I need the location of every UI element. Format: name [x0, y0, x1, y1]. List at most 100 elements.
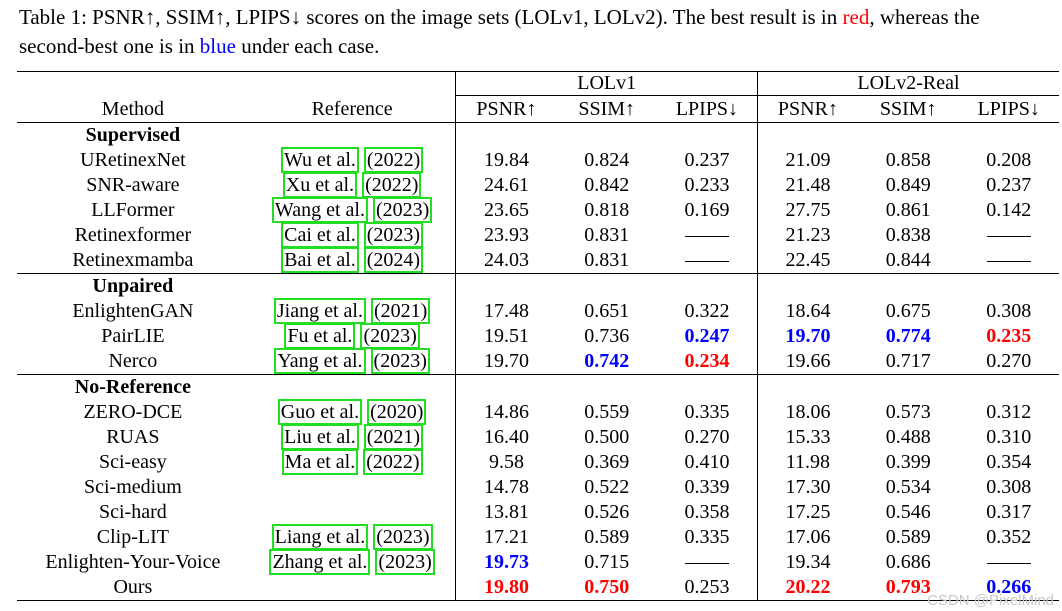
score-cell: 19.84: [456, 148, 557, 173]
score-value: 18.64: [785, 300, 831, 322]
score-cell: 23.93: [456, 223, 557, 248]
score-value: 0.312: [986, 401, 1032, 423]
reference-year[interactable]: (2023): [363, 222, 424, 248]
score-cell: 0.736: [556, 324, 657, 349]
method-cell: URetinexNet: [80, 149, 186, 171]
score-value: 17.25: [785, 501, 831, 523]
score-value: 0.488: [885, 426, 931, 448]
reference-year[interactable]: (2021): [363, 424, 424, 450]
caption-text-mid: , whereas the second-best one is in: [19, 5, 980, 58]
method-cell: ZERO-DCE: [83, 401, 183, 423]
reference-author[interactable]: Xu et al.: [282, 172, 358, 198]
score-value: 0.522: [584, 476, 630, 498]
reference-author[interactable]: Bai et al.: [281, 247, 359, 273]
score-value: 21.09: [785, 149, 831, 171]
reference-author[interactable]: Wu et al.: [280, 147, 359, 173]
score-value: 0.858: [885, 149, 931, 171]
reference-cell: Wang et al. (2023): [248, 197, 457, 223]
score-cell: 0.861: [858, 198, 959, 223]
reference-year[interactable]: (2020): [367, 399, 427, 425]
score-cell: 20.22: [757, 575, 858, 601]
score-cell: 0.793: [857, 575, 959, 601]
header-metric: LPIPS↓: [977, 98, 1040, 120]
reference-cell: Cai et al. (2023): [248, 222, 457, 248]
reference-cell: Wu et al. (2022): [248, 147, 457, 173]
score-cell: 0.559: [556, 400, 657, 425]
method-cell: Sci-medium: [84, 476, 182, 498]
table-row: Sci-easy Ma et al. (2022) 9.58 0.369 0.410 11…: [17, 449, 1059, 475]
score-cell: 19.51: [456, 324, 557, 349]
reference-year[interactable]: (2022): [362, 172, 422, 198]
score-value: 0.308: [986, 300, 1032, 322]
score-cell: 24.61: [456, 173, 557, 198]
reference-author[interactable]: Liang et al.: [271, 524, 369, 550]
score-cell: 0.234: [656, 349, 758, 375]
score-cell: 0.589: [858, 525, 959, 550]
score-value: 0.142: [986, 199, 1032, 221]
reference-year[interactable]: (2022): [363, 449, 423, 475]
score-value: 0.849: [885, 174, 931, 196]
header-lolv2-real: LOLv2-Real: [757, 71, 1059, 96]
caption-blue-word: blue: [199, 34, 236, 58]
reference-author[interactable]: Zhang et al.: [269, 549, 371, 575]
reference-author[interactable]: Ma et al.: [281, 449, 359, 475]
reference-year[interactable]: (2022): [363, 147, 424, 173]
score-value: 27.75: [785, 199, 831, 221]
score-cell: 0.317: [958, 500, 1059, 525]
reference-year[interactable]: (2023): [373, 524, 433, 550]
score-value: 16.40: [483, 426, 529, 448]
score-value: 24.61: [483, 174, 529, 196]
score-cell: 0.358: [656, 500, 758, 525]
missing-value-dash: [684, 562, 729, 564]
table-row: EnlightenGAN Jiang et al. (2021) 17.48 0.65…: [17, 298, 1059, 324]
table-row: URetinexNet Wu et al. (2022) 19.84 0.824 0.2…: [17, 147, 1059, 173]
method-cell: EnlightenGAN: [72, 300, 194, 322]
reference-cell: Fu et al. (2023): [248, 323, 457, 349]
reference-cell: [248, 475, 457, 500]
score-cell: 19.73: [456, 550, 557, 575]
reference-cell: Ma et al. (2022): [248, 449, 457, 475]
method-cell: Enlighten-Your-Voice: [45, 551, 221, 573]
reference-author[interactable]: Jiang et al.: [273, 298, 366, 324]
score-value: 0.354: [986, 451, 1032, 473]
score-value: 0.310: [986, 426, 1032, 448]
reference-year[interactable]: (2024): [363, 247, 424, 273]
score-cell: 0.849: [858, 173, 959, 198]
reference-cell: Guo et al. (2020): [248, 399, 457, 425]
score-value: 0.308: [986, 476, 1032, 498]
header-reference: Reference: [248, 95, 457, 123]
reference-author[interactable]: Cai et al.: [281, 222, 359, 248]
reference-year[interactable]: (2023): [370, 348, 430, 374]
reference-year[interactable]: (2021): [370, 298, 431, 324]
score-value: 0.675: [885, 300, 931, 322]
reference-author[interactable]: Wang et al.: [271, 197, 368, 223]
group-header-row: Supervised: [17, 122, 1059, 148]
score-value: 0.253: [684, 576, 730, 598]
group-label: Supervised: [17, 122, 249, 148]
score-value: 0.322: [684, 300, 730, 322]
score-value: 0.237: [986, 174, 1032, 196]
score-value: 0.559: [584, 401, 630, 423]
reference-year[interactable]: (2023): [360, 323, 420, 349]
header-metric: LPIPS↓: [656, 95, 758, 123]
reference-author[interactable]: Liu et al.: [281, 424, 359, 450]
score-value: 19.84: [483, 149, 529, 171]
score-value: 0.235: [986, 325, 1032, 347]
reference-author[interactable]: Guo et al.: [277, 399, 363, 425]
reference-year[interactable]: (2023): [375, 549, 435, 575]
score-cell: 0.142: [958, 198, 1059, 223]
score-value: 19.51: [483, 325, 529, 347]
score-value: 19.70: [785, 325, 831, 347]
score-cell: 19.66: [757, 349, 858, 375]
score-value: 13.81: [483, 501, 529, 523]
watermark: CSDN @PixelMind: [927, 592, 1054, 609]
score-value: 0.270: [684, 426, 730, 448]
score-value: 23.93: [483, 224, 529, 246]
reference-author[interactable]: Yang et al.: [274, 348, 366, 374]
score-value: 0.534: [885, 476, 931, 498]
reference-year[interactable]: (2023): [372, 197, 433, 223]
score-value: 0.399: [885, 451, 931, 473]
score-cell: 27.75: [757, 198, 858, 223]
reference-author[interactable]: Fu et al.: [284, 323, 356, 349]
score-cell: 0.322: [656, 299, 758, 324]
